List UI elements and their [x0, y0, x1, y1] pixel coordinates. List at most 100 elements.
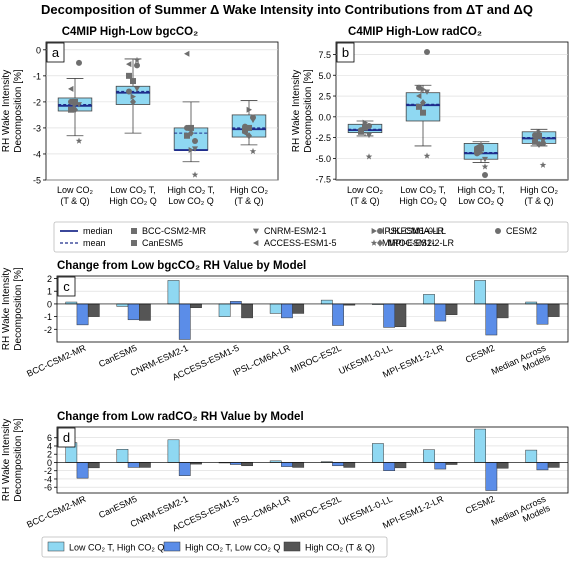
bar — [190, 303, 202, 308]
bar — [383, 303, 396, 328]
data-point — [72, 101, 78, 108]
panel-letter: b — [342, 45, 349, 60]
x-tick-label: IPSL-CM6A-LR — [231, 494, 292, 529]
data-point — [184, 124, 190, 131]
bar — [178, 462, 191, 476]
y-tick-label: 5.0 — [318, 71, 331, 81]
y-tick-label: -6 — [44, 483, 52, 493]
bar — [485, 462, 498, 491]
legend-swatch — [283, 541, 301, 552]
panel-letter-box — [336, 42, 355, 63]
bar — [496, 303, 509, 319]
legend-marker — [377, 239, 383, 247]
panel-d-title: Change from Low radCO₂ RH Value by Model — [57, 411, 304, 423]
bar — [292, 303, 305, 314]
bar — [241, 303, 253, 319]
data-point — [76, 102, 82, 108]
x-tick-label-line: CESM2 — [464, 494, 496, 516]
x-tick-label-line: MIROC-ES2L — [289, 343, 343, 375]
legend-label: CanESM5 — [142, 238, 183, 248]
y-axis-label: Decomposition [%] — [303, 69, 314, 153]
x-tick-label-line: IPSL-CM6A-LR — [231, 494, 292, 529]
legend-marker — [131, 240, 137, 246]
data-point — [126, 61, 132, 68]
x-tick-label: High CO₂ T, — [457, 185, 504, 195]
panel-a-title: C4MIP High-Low bgcCO₂ — [62, 26, 199, 38]
legend-marker — [370, 239, 378, 246]
legend-label: CNRM-ESM2-1 — [264, 226, 327, 236]
data-point — [126, 72, 132, 79]
data-point — [188, 147, 194, 154]
bar — [167, 280, 180, 305]
x-tick-label: CanESM5 — [97, 494, 138, 520]
bar-legend: Low CO₂ T, High CO₂ Q High CO₂ T, Low CO₂… — [41, 536, 388, 558]
legend-marker — [377, 228, 383, 234]
legend-label: UKESM1-0-LL — [388, 226, 446, 236]
bar — [525, 449, 538, 463]
bar — [394, 462, 407, 469]
legend-label: ACCESS-ESM1-5 — [264, 238, 337, 248]
bar — [178, 303, 191, 340]
data-point — [242, 130, 248, 137]
y-axis-label: RH Wake Intensity — [291, 70, 302, 152]
legend-label: MIROC-ES2L — [382, 238, 437, 248]
bar — [87, 462, 100, 469]
y-tick-label: -2.5 — [315, 133, 331, 143]
bar — [423, 449, 435, 463]
legend-swatch — [163, 541, 181, 552]
data-point — [192, 146, 198, 152]
data-point — [184, 50, 190, 57]
data-point — [424, 89, 430, 95]
x-tick-label: MIROC-ES2L — [289, 343, 343, 375]
data-point — [416, 93, 422, 100]
bar — [485, 303, 498, 336]
bar — [139, 303, 151, 321]
data-point — [482, 156, 488, 163]
bar — [536, 462, 549, 471]
bar — [281, 462, 293, 467]
panel-b-title: C4MIP High-Low radCO₂ — [348, 26, 482, 38]
y-tick-label: 0 — [47, 299, 52, 309]
bar — [372, 443, 384, 463]
y-tick-label: -4 — [33, 149, 41, 159]
data-point — [474, 143, 480, 150]
data-point — [246, 132, 252, 140]
y-axis-label: Decomposition [%] — [13, 418, 24, 502]
x-tick-label: Median AcrossModels — [490, 343, 552, 386]
bar — [139, 462, 151, 468]
data-point — [366, 122, 372, 129]
data-point — [478, 149, 484, 156]
bar — [218, 303, 231, 317]
x-tick-label: Low CO₂ — [57, 185, 94, 195]
panel-letter: a — [52, 45, 60, 60]
bar — [127, 462, 140, 468]
y-axis-label: Decomposition [%] — [13, 69, 24, 153]
y-tick-label: 7.5 — [318, 50, 331, 60]
data-point — [192, 137, 198, 144]
data-point — [188, 129, 194, 137]
plot-frame — [56, 275, 569, 343]
panel-letter-box — [57, 276, 76, 297]
data-point — [420, 109, 426, 116]
data-point — [424, 48, 430, 55]
y-tick-label: 2 — [47, 450, 52, 460]
panel-letter-box — [46, 42, 65, 63]
x-tick-label: High CO₂ Q — [109, 196, 157, 206]
x-tick-label: Low CO₂ Q — [168, 196, 214, 206]
bar — [167, 439, 180, 463]
data-point — [184, 132, 190, 139]
bar — [127, 303, 140, 321]
data-point — [540, 140, 546, 147]
data-point — [358, 127, 364, 134]
marker-legend: median mean BCC-CSM2-MR CanESM5 CNRM-ESM2-1 A… — [53, 221, 569, 253]
data-point — [420, 99, 426, 107]
y-tick-label: -1 — [33, 71, 41, 81]
x-tick-label: Low CO₂ Q — [458, 196, 504, 206]
plot-frame — [335, 41, 569, 181]
legend-label: IPSL-CM6A-LR — [382, 226, 445, 236]
panel-letter: d — [63, 430, 70, 445]
data-point — [478, 142, 484, 150]
bar — [536, 303, 549, 325]
x-tick-label: MIROC-ES2L — [289, 494, 343, 526]
